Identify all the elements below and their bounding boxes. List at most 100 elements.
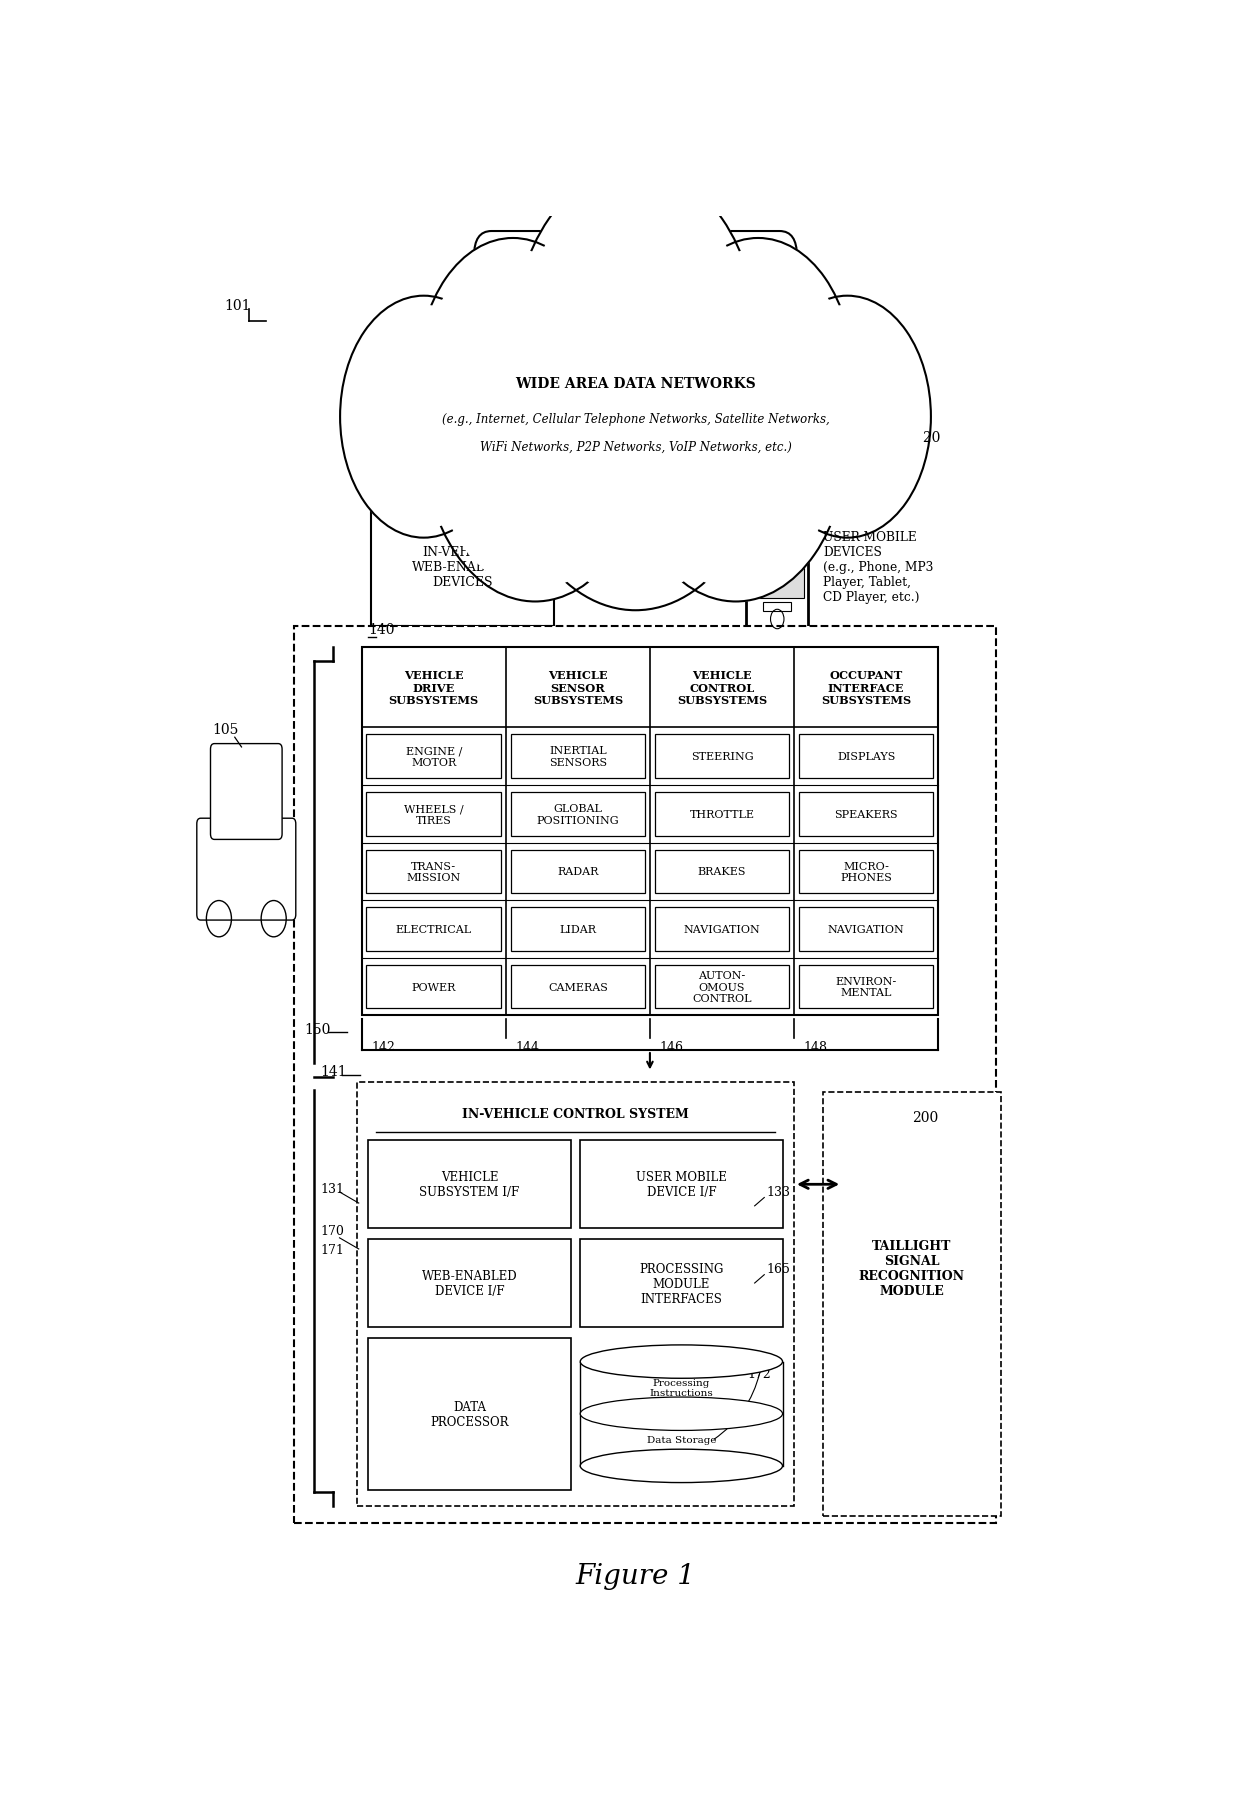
Text: CAMERAS: CAMERAS xyxy=(548,982,608,993)
Text: 165: 165 xyxy=(766,1262,790,1274)
Text: 130: 130 xyxy=(403,487,429,502)
Bar xyxy=(799,908,934,951)
Text: VEHICLE
SENSOR
SUBSYSTEMS: VEHICLE SENSOR SUBSYSTEMS xyxy=(533,670,622,706)
Bar xyxy=(368,1240,570,1327)
Text: USER MOBILE
DEVICE I/F: USER MOBILE DEVICE I/F xyxy=(636,1171,727,1199)
Bar xyxy=(367,792,501,836)
Text: (e.g., Internet, Cellular Telephone Networks, Satellite Networks,: (e.g., Internet, Cellular Telephone Netw… xyxy=(441,413,830,426)
Bar xyxy=(362,648,939,1016)
Text: 144: 144 xyxy=(516,1040,539,1054)
Text: ELECTRICAL: ELECTRICAL xyxy=(396,924,471,935)
Bar xyxy=(511,735,645,778)
Bar xyxy=(655,792,789,836)
Text: 148: 148 xyxy=(804,1040,827,1054)
Text: Network Resources
-122-: Network Resources -122- xyxy=(559,278,712,309)
Text: ENGINE /
MOTOR: ENGINE / MOTOR xyxy=(405,745,461,767)
Circle shape xyxy=(770,307,924,529)
Circle shape xyxy=(663,238,853,513)
Text: 140: 140 xyxy=(368,623,394,637)
Circle shape xyxy=(764,296,931,538)
Circle shape xyxy=(671,249,846,502)
Text: WIDE AREA DATA NETWORKS: WIDE AREA DATA NETWORKS xyxy=(515,377,756,390)
Circle shape xyxy=(513,168,758,522)
Text: 170: 170 xyxy=(320,1224,345,1236)
Text: TAILLIGHT
SIGNAL
RECOGNITION
MODULE: TAILLIGHT SIGNAL RECOGNITION MODULE xyxy=(859,1240,965,1298)
Bar xyxy=(799,735,934,778)
Text: OCCUPANT
INTERFACE
SUBSYSTEMS: OCCUPANT INTERFACE SUBSYSTEMS xyxy=(821,670,911,706)
Text: IN-VEHICLE CONTROL SYSTEM: IN-VEHICLE CONTROL SYSTEM xyxy=(463,1108,688,1121)
Bar xyxy=(655,735,789,778)
Bar xyxy=(511,850,645,893)
Text: BRAKES: BRAKES xyxy=(698,866,746,877)
Bar xyxy=(655,966,789,1009)
Text: 200: 200 xyxy=(913,1110,939,1125)
Circle shape xyxy=(502,224,769,610)
Bar xyxy=(511,908,645,951)
Circle shape xyxy=(347,307,501,529)
Ellipse shape xyxy=(580,1449,782,1482)
Circle shape xyxy=(625,280,847,603)
Bar xyxy=(655,850,789,893)
Text: LIDAR: LIDAR xyxy=(559,924,596,935)
Bar xyxy=(368,1338,570,1489)
Bar xyxy=(368,1141,570,1229)
Ellipse shape xyxy=(580,1397,782,1431)
Circle shape xyxy=(512,240,759,596)
Text: Figure 1: Figure 1 xyxy=(575,1563,696,1590)
Bar xyxy=(751,520,804,599)
Bar xyxy=(799,966,934,1009)
Text: PROCESSING
MODULE
INTERFACES: PROCESSING MODULE INTERFACES xyxy=(639,1262,724,1305)
Text: THROTTLE: THROTTLE xyxy=(689,809,754,819)
Text: 120: 120 xyxy=(914,431,941,444)
Text: STEERING: STEERING xyxy=(691,753,754,762)
Circle shape xyxy=(424,280,646,603)
Bar xyxy=(746,502,808,634)
Text: TRANS-
MISSION: TRANS- MISSION xyxy=(407,861,461,883)
Text: Processing
Instructions: Processing Instructions xyxy=(650,1379,713,1397)
Bar xyxy=(842,1137,982,1401)
Bar xyxy=(823,1092,1001,1516)
Bar xyxy=(367,966,501,1009)
Ellipse shape xyxy=(580,1345,782,1379)
Bar xyxy=(294,626,996,1523)
Text: AUTON-
OMOUS
CONTROL: AUTON- OMOUS CONTROL xyxy=(692,971,751,1004)
Text: GLOBAL
POSITIONING: GLOBAL POSITIONING xyxy=(537,803,619,825)
Text: 101: 101 xyxy=(224,298,250,312)
Circle shape xyxy=(340,296,507,538)
Bar xyxy=(357,1083,794,1507)
Text: 146: 146 xyxy=(660,1040,683,1054)
Text: POWER: POWER xyxy=(412,982,456,993)
Circle shape xyxy=(523,182,748,509)
Circle shape xyxy=(433,292,637,588)
Bar xyxy=(367,908,501,951)
Bar xyxy=(655,908,789,951)
Bar xyxy=(764,603,791,612)
Text: RADAR: RADAR xyxy=(557,866,599,877)
Text: Data Storage: Data Storage xyxy=(646,1435,717,1444)
Text: 150: 150 xyxy=(304,1023,330,1036)
FancyBboxPatch shape xyxy=(211,744,281,839)
Text: WiFi Networks, P2P Networks, VoIP Networks, etc.): WiFi Networks, P2P Networks, VoIP Networ… xyxy=(480,440,791,453)
Text: VEHICLE
DRIVE
SUBSYSTEMS: VEHICLE DRIVE SUBSYSTEMS xyxy=(388,670,479,706)
FancyBboxPatch shape xyxy=(474,231,797,354)
Bar xyxy=(371,509,554,626)
Text: WEB-ENABLED
DEVICE I/F: WEB-ENABLED DEVICE I/F xyxy=(422,1269,517,1298)
Text: DISPLAYS: DISPLAYS xyxy=(837,753,895,762)
Bar xyxy=(799,792,934,836)
Text: ENVIRON-
MENTAL: ENVIRON- MENTAL xyxy=(836,977,897,998)
Circle shape xyxy=(634,292,838,588)
Text: WHEELS /
TIRES: WHEELS / TIRES xyxy=(404,803,464,825)
Text: 171: 171 xyxy=(320,1244,345,1256)
Text: 133: 133 xyxy=(766,1186,790,1199)
Bar xyxy=(580,1240,782,1327)
Circle shape xyxy=(418,238,608,513)
Bar xyxy=(367,735,501,778)
Text: VEHICLE
CONTROL
SUBSYSTEMS: VEHICLE CONTROL SUBSYSTEMS xyxy=(677,670,768,706)
Text: 132: 132 xyxy=(823,487,849,502)
FancyBboxPatch shape xyxy=(197,819,296,921)
Text: MICRO-
PHONES: MICRO- PHONES xyxy=(841,861,892,883)
Bar xyxy=(580,1141,782,1229)
Text: VEHICLE
SUBSYSTEM I/F: VEHICLE SUBSYSTEM I/F xyxy=(419,1171,520,1199)
Bar xyxy=(367,850,501,893)
Bar xyxy=(799,850,934,893)
